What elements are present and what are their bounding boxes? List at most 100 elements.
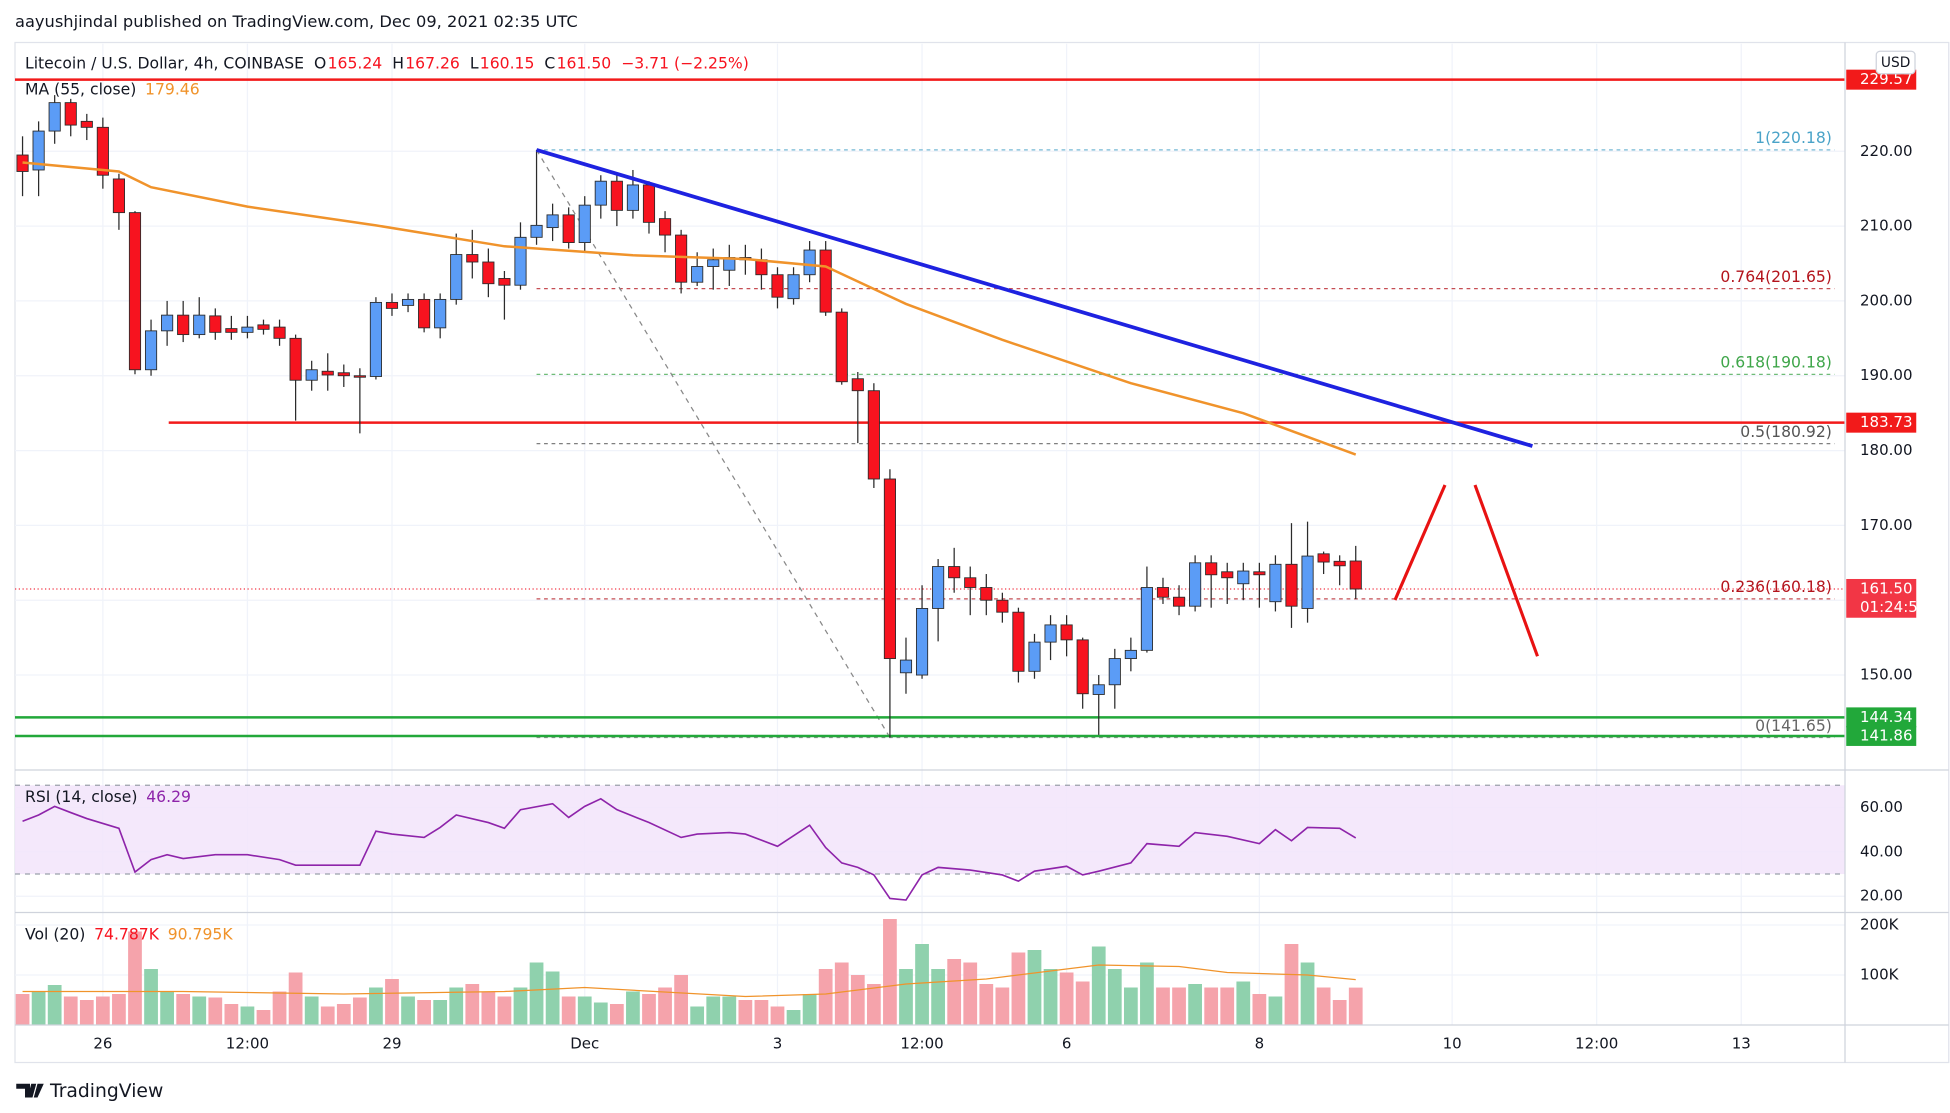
candle-body <box>835 311 848 383</box>
price-badge-label: 144.34 <box>1860 708 1913 726</box>
candle-body <box>819 249 832 313</box>
moving-average <box>22 161 1357 456</box>
price-badge-label: 141.86 <box>1860 726 1913 744</box>
candle-body <box>867 390 880 480</box>
volume-bar <box>626 991 640 1025</box>
candle-body <box>1124 649 1137 660</box>
volume-bar <box>449 987 464 1025</box>
candle-body <box>48 102 61 132</box>
volume-bar <box>770 1006 785 1025</box>
candle-body <box>385 301 399 309</box>
volume-value: 74.787K <box>94 926 160 944</box>
volume-bar <box>513 987 528 1025</box>
volume-bar <box>545 971 560 1025</box>
ohlc-key: O <box>314 54 326 72</box>
x-tick-label: 3 <box>773 1034 783 1052</box>
axes: 2612:0029Dec312:00681012:0013150.00160.0… <box>93 69 1927 1052</box>
main-pane: 1(220.18) 0.764(201.65) 0.618(190.18) 0.5(1… <box>15 78 1845 739</box>
candle-body <box>530 224 543 238</box>
candle-body <box>1172 596 1186 607</box>
volume-bar <box>79 1000 94 1025</box>
candle-body <box>1060 624 1073 641</box>
candle-body <box>851 378 864 392</box>
candle-body <box>257 324 270 330</box>
x-tick-label: 10 <box>1443 1034 1462 1052</box>
last-price-badge <box>1846 578 1917 618</box>
volume-bar <box>1332 1000 1347 1025</box>
fib-label: 0.5(180.92) <box>1740 423 1832 441</box>
y-tick-label: 220.00 <box>1860 142 1913 160</box>
candle-body <box>964 577 977 588</box>
candle-body <box>289 337 302 381</box>
candle-body <box>177 314 190 336</box>
candle-body <box>1253 571 1266 576</box>
ohlc-value: 161.50 <box>557 54 612 72</box>
volume-tick-label: 100K <box>1860 966 1900 984</box>
ohlc-value: 160.15 <box>480 54 535 72</box>
volume-bar <box>369 987 383 1025</box>
candle-body <box>1269 563 1282 603</box>
candle-body <box>996 599 1009 613</box>
price-badge-label: 183.73 <box>1860 413 1913 431</box>
candle-body <box>1044 624 1057 643</box>
change-value: −3.71 (−2.25%) <box>621 54 749 72</box>
volume-bar <box>95 996 110 1025</box>
fib-label: 0.764(201.65) <box>1720 268 1831 286</box>
y-tick-label: 170.00 <box>1860 516 1913 534</box>
volume-bar <box>336 1004 351 1025</box>
candle-body <box>1156 587 1170 598</box>
candle-body <box>466 254 479 263</box>
volume-bar <box>866 984 881 1025</box>
frame <box>14 41 1950 1064</box>
candle-body <box>948 566 961 579</box>
y-tick-label: 210.00 <box>1860 217 1913 235</box>
volume-bar <box>208 997 223 1025</box>
chart-title: Litecoin / U.S. Dollar, 4h, COINBASE <box>25 54 304 72</box>
volume-bar <box>63 996 78 1025</box>
candle-body <box>915 608 929 676</box>
fib-label: 0.618(190.18) <box>1720 354 1831 372</box>
candle-body <box>305 369 318 381</box>
ohlc-key: C <box>544 54 555 72</box>
volume-bar <box>1027 950 1042 1025</box>
x-tick-label: Dec <box>570 1034 599 1052</box>
volume-bar <box>320 1006 335 1025</box>
price-badge <box>1846 69 1917 90</box>
rsi-value: 46.29 <box>146 788 191 806</box>
volume-bar <box>240 1006 255 1025</box>
volume-bar <box>1204 987 1219 1025</box>
volume-tick-label: 200K <box>1860 916 1900 934</box>
volume-bar <box>786 1010 801 1025</box>
ma-value: 179.46 <box>145 81 200 99</box>
fib-label: 0(141.65) <box>1755 717 1832 735</box>
candle-body <box>1189 562 1202 607</box>
price-badge <box>1846 707 1917 728</box>
candle-body <box>1333 560 1346 567</box>
last-price-label: 161.50 <box>1860 579 1913 597</box>
ohlc-value: 167.26 <box>405 54 460 72</box>
candle-body <box>273 326 286 339</box>
candle-body <box>1317 553 1330 563</box>
candle-body <box>932 566 945 609</box>
candle-body <box>401 298 415 306</box>
fib-label: 1(220.18) <box>1755 129 1832 147</box>
volume-bar <box>160 991 174 1025</box>
volume-bar <box>1316 987 1331 1025</box>
volume-bar <box>31 991 46 1025</box>
volume-bar <box>1220 987 1235 1025</box>
y-tick-label: 190.00 <box>1860 366 1913 384</box>
candle-body <box>498 278 511 286</box>
volume-bar <box>529 962 544 1025</box>
volume-bar <box>304 996 319 1025</box>
candle-body <box>32 130 45 171</box>
candle-body <box>514 236 527 286</box>
candle-body <box>321 370 334 376</box>
volume-bar <box>465 984 480 1025</box>
x-tick-label: 12:00 <box>226 1034 269 1052</box>
volume-label: Vol (20) <box>25 926 85 944</box>
publisher-line: aayushjindal published on TradingView.co… <box>15 12 578 31</box>
candle-body <box>1076 639 1089 695</box>
volume-bar <box>1075 981 1090 1025</box>
